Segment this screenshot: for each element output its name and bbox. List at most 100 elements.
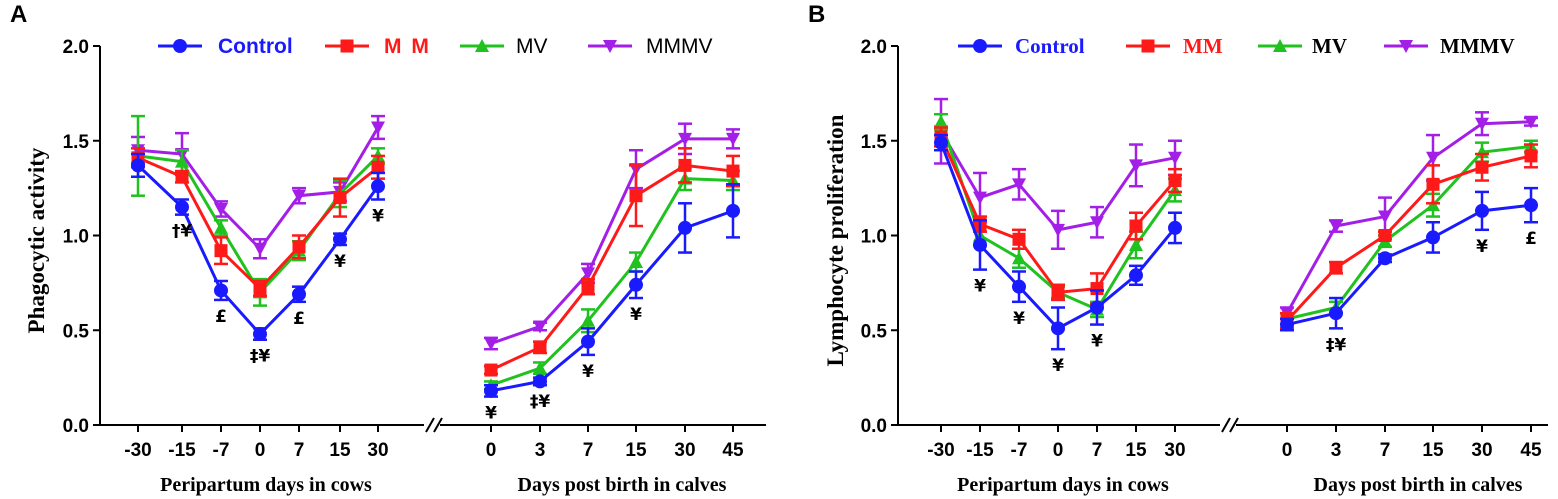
data-point	[1378, 210, 1392, 224]
x-tick-label: 30	[1471, 440, 1492, 461]
legend-item-mmmv: MMMV	[1384, 34, 1515, 58]
x-tick-label: 15	[625, 440, 647, 461]
legend-label: MV	[516, 35, 548, 58]
series-control	[131, 152, 385, 342]
data-point	[973, 237, 987, 252]
data-point	[1475, 203, 1489, 218]
x-tick-label: 0	[1282, 440, 1293, 461]
panel-a: A 0.0 0.5 1.0 1.5 2.0 Phagocytic activity -30 -1…	[10, 1, 766, 496]
series-mv	[1280, 139, 1538, 326]
data-point	[726, 203, 740, 218]
significance-label: ‡¥	[250, 347, 271, 367]
y-axis-label: Phagocytic activity	[24, 147, 49, 333]
data-point	[629, 189, 643, 203]
axis-break-mark	[1221, 417, 1231, 433]
x-tick-label: 7	[1380, 440, 1391, 461]
series-mmmv	[1280, 111, 1538, 321]
y-tick-label: 0.5	[63, 321, 90, 342]
legend-item-mm: MM	[1126, 34, 1223, 58]
legend-item-mv: MV	[1258, 34, 1347, 58]
data-point	[175, 200, 189, 215]
x-tick-label: 15	[1125, 440, 1147, 461]
x-axis-label: Peripartum days in cows	[160, 474, 372, 496]
data-point	[214, 244, 228, 258]
segment-1: -30 -15 -7 0 7 15 30 Peripartum days in cows ¥ ¥ ¥…	[898, 97, 1231, 496]
data-point	[333, 191, 347, 205]
legend-marker	[475, 39, 489, 52]
axis-break-mark	[1229, 417, 1239, 433]
y-tick-label: 1.5	[63, 132, 90, 153]
data-point	[1051, 321, 1065, 336]
significance-label: ¥	[1091, 332, 1103, 352]
significance-label: ¥	[974, 277, 986, 297]
legend-item-control: Control	[158, 35, 293, 58]
data-point	[581, 267, 595, 281]
data-point	[214, 220, 228, 234]
segment-1: -30 -15 -7 0 7 15 30 Peripartum days in cows †¥ £…	[100, 114, 435, 496]
legend-label: MM	[1183, 34, 1223, 58]
series-line	[1286, 144, 1532, 321]
significance-label: ¥	[1476, 237, 1488, 257]
panel-label: B	[808, 1, 825, 28]
data-point	[371, 160, 385, 174]
data-point	[1090, 282, 1104, 296]
x-tick-label: 15	[329, 440, 351, 461]
data-point	[1378, 251, 1392, 266]
data-point	[1129, 268, 1143, 283]
x-axis-label: Days post birth in calves	[518, 474, 727, 496]
legend-marker	[1141, 39, 1155, 53]
series-m-m	[131, 147, 385, 298]
data-point	[1524, 115, 1538, 129]
series-mv	[131, 114, 385, 307]
legend-label: MMMV	[646, 35, 713, 58]
legend-marker	[1273, 39, 1287, 52]
legend-label: MMMV	[1440, 34, 1515, 58]
data-point	[1012, 178, 1026, 192]
data-point	[581, 334, 595, 349]
legend-marker	[603, 40, 617, 53]
series-control	[1280, 186, 1538, 332]
x-tick-label: -7	[1011, 440, 1028, 461]
data-point	[131, 158, 145, 173]
data-point	[533, 374, 547, 389]
segment-2: 0 3 7 15 30 45 Days post birth in calves ¥ ‡¥ ¥ ¥	[433, 122, 766, 496]
legend-item-m-m: M M	[325, 35, 431, 58]
data-point	[1426, 177, 1440, 191]
significance-label: ¥	[1052, 356, 1064, 376]
significance-label: ‡¥	[530, 392, 551, 412]
y-tick-label: 1.5	[861, 132, 888, 153]
x-tick-label: 45	[1520, 440, 1542, 461]
series-line	[490, 163, 734, 372]
legend-item-control: Control	[958, 34, 1085, 58]
legend-label: M M	[384, 35, 431, 58]
data-point	[678, 132, 692, 146]
legend-label: Control	[1015, 34, 1085, 58]
data-point	[292, 287, 306, 302]
significance-label: ¥	[372, 206, 384, 226]
y-tick-label: 1.0	[861, 227, 887, 248]
data-point	[1280, 317, 1294, 332]
legend-marker	[340, 39, 354, 53]
legend-marker	[1399, 40, 1413, 53]
data-point	[629, 277, 643, 292]
series-line	[1286, 203, 1532, 327]
x-tick-label: 7	[583, 440, 594, 461]
data-point	[726, 164, 740, 178]
legend: Control M M MV MMMV	[158, 35, 713, 58]
data-point	[371, 179, 385, 194]
x-tick-label: 0	[255, 440, 266, 461]
data-point	[292, 189, 306, 203]
significance-label: ¥	[582, 362, 594, 382]
data-point	[1012, 279, 1026, 294]
legend-label: MV	[1312, 34, 1347, 58]
segment-2: 0 3 7 15 30 45 Days post birth in calves ‡¥ ¥ £	[1229, 111, 1548, 496]
data-point	[1090, 216, 1104, 230]
data-point	[1012, 232, 1026, 246]
x-tick-label: -30	[124, 440, 151, 461]
y-tick-label: 1.0	[63, 227, 89, 248]
data-point	[371, 121, 385, 135]
legend-item-mv: MV	[460, 35, 548, 58]
series-line	[490, 137, 733, 345]
x-tick-label: -7	[213, 440, 230, 461]
